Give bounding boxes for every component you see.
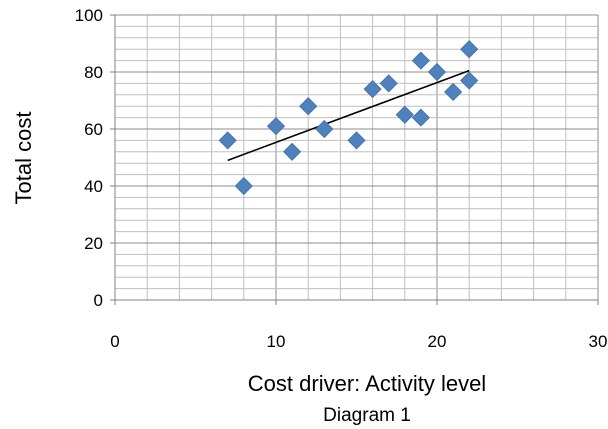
data-points (218, 40, 479, 196)
data-point (299, 97, 318, 116)
x-tick-label: 20 (428, 332, 447, 351)
data-point (444, 82, 463, 102)
data-point (460, 40, 479, 59)
data-point (379, 74, 398, 93)
y-tick-label: 60 (84, 120, 103, 139)
x-tick-label: 10 (267, 332, 286, 351)
y-tick-label: 20 (84, 234, 103, 253)
x-tick-labels: 0 10 20 30 (110, 332, 607, 351)
data-point (363, 80, 382, 99)
trendline (227, 69, 470, 162)
trendline-group (227, 69, 470, 162)
data-point (427, 62, 447, 82)
y-tick-label: 0 (94, 291, 103, 310)
data-point (315, 119, 334, 139)
data-point (218, 131, 237, 150)
x-axis-title: Cost driver: Activity level (248, 371, 486, 396)
y-tick-label: 100 (75, 6, 103, 25)
data-point (395, 105, 414, 124)
y-axis-title: Total cost (11, 112, 36, 205)
x-tick-label: 0 (110, 332, 119, 351)
gridlines (114, 14, 599, 301)
data-point (347, 131, 366, 150)
data-point (411, 108, 430, 127)
y-tick-label: 80 (84, 63, 103, 82)
y-tick-labels: 0 20 40 60 80 100 (75, 6, 103, 310)
data-point (460, 71, 479, 90)
axes (110, 14, 599, 305)
data-point (411, 51, 430, 70)
y-tick-label: 40 (84, 177, 103, 196)
data-point (266, 117, 286, 136)
data-point (234, 176, 253, 196)
data-point (283, 142, 302, 161)
x-tick-label: 30 (589, 332, 608, 351)
diagram-caption: Diagram 1 (323, 405, 411, 426)
